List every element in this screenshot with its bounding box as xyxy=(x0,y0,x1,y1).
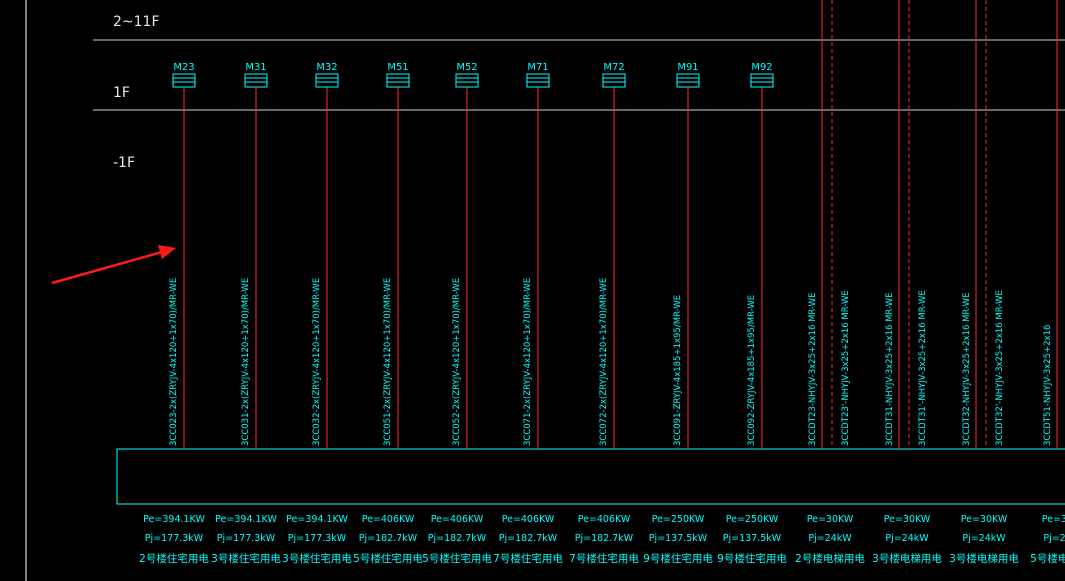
floor-label-upper: 2~11F xyxy=(113,14,160,30)
meter-label: M71 xyxy=(527,62,548,73)
floor-label-1f: 1F xyxy=(113,85,130,101)
installed-load: Pe=250KW xyxy=(652,514,705,525)
meter-box xyxy=(172,73,196,88)
cable-spec: 3CC023-2x(ZRYJV-4x120+1x70)/MR-WE xyxy=(169,278,179,446)
installed-load: Pe=250KW xyxy=(726,514,779,525)
cable-spec: 3CC071-2x(ZRYJV-4x120+1x70)/MR-WE xyxy=(523,278,533,446)
cable-spec: 3CC031-2x(ZRYJV-4x120+1x70)/MR-WE xyxy=(241,278,251,446)
circuit-column: M71 3CC071-2x(ZRYJV-4x120+1x70)/MR-WE Pe=4… xyxy=(493,62,563,565)
calculated-load: Pj=177.3kW xyxy=(288,533,347,544)
installed-load: Pe=406KW xyxy=(578,514,631,525)
distribution-panel xyxy=(116,448,1065,505)
meter-label: M23 xyxy=(173,62,194,73)
circuit-name: 2号楼住宅用电 xyxy=(139,552,209,565)
circuit-column: M32 3CC032-2x(ZRYJV-4x120+1x70)/MR-WE Pe=3… xyxy=(282,62,352,565)
cable-spec-backup: 3CCDT23'-NHYJV-3x25+2x16 MR-WE xyxy=(841,290,851,446)
calculated-load: Pj=182.7kW xyxy=(428,533,487,544)
installed-load: Pe=30KW xyxy=(807,514,854,525)
calculated-load: Pj=177.3kW xyxy=(217,533,276,544)
elevator-circuit: 3CCDT51-NHYJV-3x25+2x16 Pe=30KW Pj=24kW 5号楼… xyxy=(1030,0,1065,565)
circuit-name: 3号楼住宅用电 xyxy=(211,552,281,565)
installed-load: Pe=406KW xyxy=(362,514,415,525)
calculated-load: Pj=182.7kW xyxy=(575,533,634,544)
calculated-load: Pj=137.5kW xyxy=(649,533,708,544)
meter-box xyxy=(244,73,268,88)
meter-label: M51 xyxy=(387,62,408,73)
calculated-load: Pj=24kW xyxy=(1043,533,1065,544)
circuit-name: 5号楼住宅用电 xyxy=(353,552,423,565)
circuit-column: M51 3CC051-2x(ZRYJV-4x120+1x70)/MR-WE Pe=4… xyxy=(353,62,423,565)
elevator-layer: 3CCDT23-NHYJV-3x25+2x16 MR-WE 3CCDT23'-NH… xyxy=(795,0,1065,565)
cable-spec-backup: 3CCDT31'-NHYJV-3x25+2x16 MR-WE xyxy=(918,290,928,446)
installed-load: Pe=406KW xyxy=(431,514,484,525)
circuit-column: M92 3CC092-ZRYJV-4x185+1x95/MR-WE Pe=250KW… xyxy=(717,62,787,565)
circuit-name: 3号楼住宅用电 xyxy=(282,552,352,565)
meter-label: M72 xyxy=(603,62,624,73)
meter-label: M92 xyxy=(751,62,772,73)
arrow-annotation xyxy=(51,245,176,285)
cable-spec: 3CC091-ZRYJV-4x185+1x95/MR-WE xyxy=(673,295,683,446)
installed-load: Pe=30KW xyxy=(961,514,1008,525)
meter-label: M91 xyxy=(677,62,698,73)
calculated-load: Pj=24kW xyxy=(962,533,1006,544)
meter-box xyxy=(750,73,774,88)
meter-box xyxy=(386,73,410,88)
meter-box xyxy=(526,73,550,88)
circuit-name: 5号楼电梯用电 xyxy=(1030,552,1065,565)
calculated-load: Pj=137.5kW xyxy=(723,533,782,544)
installed-load: Pe=394.1KW xyxy=(286,514,348,525)
installed-load: Pe=30KW xyxy=(884,514,931,525)
circuit-name: 2号楼电梯用电 xyxy=(795,552,865,565)
cable-spec: 3CCDT51-NHYJV-3x25+2x16 xyxy=(1043,325,1053,446)
circuit-name: 5号楼住宅用电 xyxy=(422,552,492,565)
circuit-column: M23 3CC023-2x(ZRYJV-4x120+1x70)/MR-WE Pe=3… xyxy=(139,62,209,565)
meter-box xyxy=(676,73,700,88)
elevator-circuit: 3CCDT32-NHYJV-3x25+2x16 MR-WE 3CCDT32'-NH… xyxy=(949,0,1019,565)
circuits-layer: M23 3CC023-2x(ZRYJV-4x120+1x70)/MR-WE Pe=3… xyxy=(139,62,787,565)
calculated-load: Pj=24kW xyxy=(885,533,929,544)
meter-label: M52 xyxy=(456,62,477,73)
elevator-circuit: 3CCDT23-NHYJV-3x25+2x16 MR-WE 3CCDT23'-NH… xyxy=(795,0,865,565)
cable-spec: 3CC052-2x(ZRYJV-4x120+1x70)/MR-WE xyxy=(452,278,462,446)
calculated-load: Pj=182.7kW xyxy=(499,533,558,544)
calculated-load: Pj=177.3kW xyxy=(145,533,204,544)
circuit-name: 7号楼住宅用电 xyxy=(493,552,563,565)
cable-spec: 3CCDT31-NHYJV-3x25+2x16 MR-WE xyxy=(885,293,895,446)
elevator-circuit: 3CCDT31-NHYJV-3x25+2x16 MR-WE 3CCDT31'-NH… xyxy=(872,0,942,565)
installed-load: Pe=394.1KW xyxy=(215,514,277,525)
circuit-column: M91 3CC091-ZRYJV-4x185+1x95/MR-WE Pe=250KW… xyxy=(643,62,713,565)
meter-box xyxy=(455,73,479,88)
meter-label: M32 xyxy=(316,62,337,73)
circuit-name: 7号楼住宅用电 xyxy=(569,552,639,565)
circuit-column: M31 3CC031-2x(ZRYJV-4x120+1x70)/MR-WE Pe=3… xyxy=(211,62,281,565)
circuit-column: M52 3CC052-2x(ZRYJV-4x120+1x70)/MR-WE Pe=4… xyxy=(422,62,492,565)
calculated-load: Pj=182.7kW xyxy=(359,533,418,544)
cable-spec: 3CC051-2x(ZRYJV-4x120+1x70)/MR-WE xyxy=(383,278,393,446)
circuit-name: 9号楼住宅用电 xyxy=(643,552,713,565)
circuit-name: 3号楼电梯用电 xyxy=(872,552,942,565)
cable-spec: 3CCDT23-NHYJV-3x25+2x16 MR-WE xyxy=(808,293,818,446)
circuit-name: 3号楼电梯用电 xyxy=(949,552,1019,565)
installed-load: Pe=406KW xyxy=(502,514,555,525)
floor-label-b1: -1F xyxy=(113,155,135,171)
meter-label: M31 xyxy=(245,62,266,73)
cable-spec: 3CC092-ZRYJV-4x185+1x95/MR-WE xyxy=(747,295,757,446)
installed-load: Pe=30KW xyxy=(1042,514,1065,525)
cable-spec: 3CC032-2x(ZRYJV-4x120+1x70)/MR-WE xyxy=(312,278,322,446)
meter-box xyxy=(315,73,339,88)
circuit-name: 9号楼住宅用电 xyxy=(717,552,787,565)
cable-spec: 3CCDT32-NHYJV-3x25+2x16 MR-WE xyxy=(962,293,972,446)
cable-spec: 3CC072-2x(ZRYJV-4x120+1x70)/MR-WE xyxy=(599,278,609,446)
installed-load: Pe=394.1KW xyxy=(143,514,205,525)
meter-box xyxy=(602,73,626,88)
calculated-load: Pj=24kW xyxy=(808,533,852,544)
circuit-column: M72 3CC072-2x(ZRYJV-4x120+1x70)/MR-WE Pe=4… xyxy=(569,62,639,565)
cable-spec-backup: 3CCDT32'-NHYJV-3x25+2x16 MR-WE xyxy=(995,290,1005,446)
